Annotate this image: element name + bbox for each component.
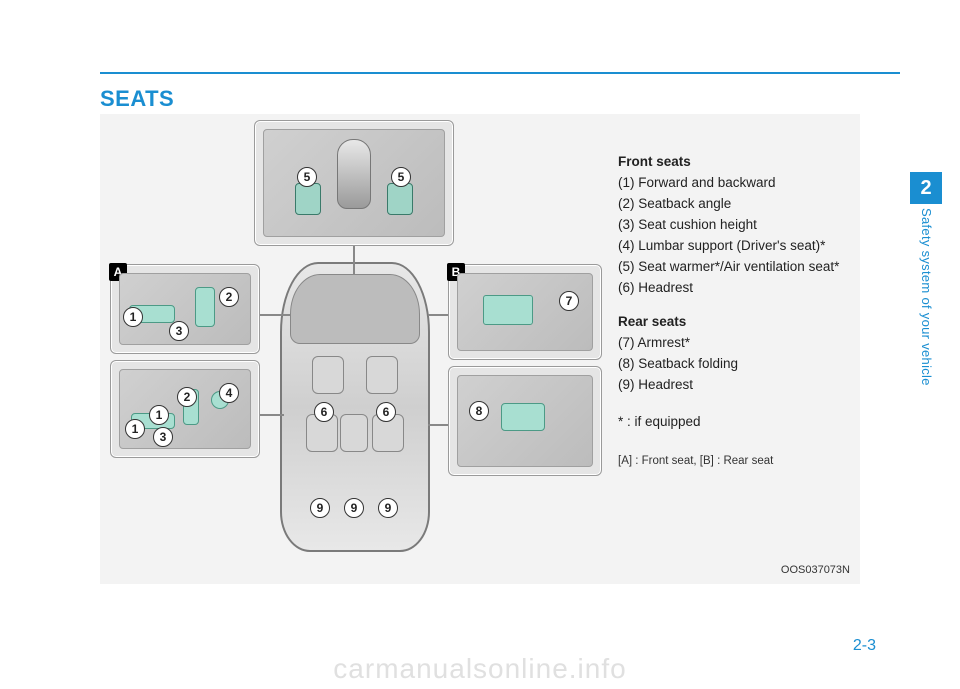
- fold-lever-icon: [501, 403, 545, 431]
- armrest-icon: [483, 295, 533, 325]
- front-seat-power-panel: 1 1 2 3 4: [110, 360, 260, 458]
- watermark: carmanualsonline.info: [333, 653, 626, 685]
- front-right-seat: [366, 356, 398, 394]
- chapter-tab: 2 Safety system of your vehicle: [910, 172, 942, 394]
- item-1: (1) Forward and backward: [618, 173, 858, 194]
- marker-4: 4: [219, 383, 239, 403]
- marker-7: 7: [559, 291, 579, 311]
- section-title: SEATS: [100, 86, 174, 112]
- seatback-control-icon: [195, 287, 215, 327]
- rear-seats-heading: Rear seats: [618, 312, 858, 333]
- marker-1: 1: [149, 405, 169, 425]
- item-6: (6) Headrest: [618, 278, 858, 299]
- leader-line: [260, 414, 284, 416]
- figure-code: OOS037073N: [781, 564, 850, 576]
- equipped-note: * : if equipped: [618, 412, 858, 433]
- header-rule: [100, 72, 900, 74]
- item-2: (2) Seatback angle: [618, 194, 858, 215]
- item-3: (3) Seat cushion height: [618, 215, 858, 236]
- marker-3: 3: [169, 321, 189, 341]
- item-8: (8) Seatback folding: [618, 354, 858, 375]
- marker-9: 9: [344, 498, 364, 518]
- page-number: 2-3: [853, 637, 876, 655]
- marker-2: 2: [177, 387, 197, 407]
- leader-line: [260, 314, 290, 316]
- item-5: (5) Seat warmer*/Air ventilation seat*: [618, 257, 858, 278]
- marker-2: 2: [219, 287, 239, 307]
- chapter-label: Safety system of your vehicle: [910, 208, 942, 394]
- item-4: (4) Lumbar support (Driver's seat)*: [618, 236, 858, 257]
- marker-6: 6: [314, 402, 334, 422]
- chapter-number: 2: [910, 172, 942, 204]
- marker-6: 6: [376, 402, 396, 422]
- front-seat-manual-panel: A 1 2 3: [110, 264, 260, 354]
- leader-line: [428, 424, 450, 426]
- marker-5: 5: [297, 167, 317, 187]
- seat-warmer-left-icon: [295, 183, 321, 215]
- front-left-seat: [312, 356, 344, 394]
- marker-1: 1: [123, 307, 143, 327]
- item-9: (9) Headrest: [618, 375, 858, 396]
- leader-line: [428, 314, 450, 316]
- rear-armrest-panel: B 7: [448, 264, 602, 360]
- description-column: Front seats (1) Forward and backward (2)…: [618, 152, 858, 471]
- marker-9: 9: [310, 498, 330, 518]
- marker-5: 5: [391, 167, 411, 187]
- marker-8: 8: [469, 401, 489, 421]
- leader-line: [353, 244, 355, 274]
- manual-page: SEATS 5 5: [0, 0, 960, 689]
- marker-9: 9: [378, 498, 398, 518]
- figure-legend: [A] : Front seat, [B] : Rear seat: [618, 453, 858, 471]
- gear-knob-icon: [337, 139, 371, 209]
- front-seats-heading: Front seats: [618, 152, 858, 173]
- marker-1: 1: [125, 419, 145, 439]
- shifter-panel: 5 5: [254, 120, 454, 246]
- item-7: (7) Armrest*: [618, 333, 858, 354]
- marker-3: 3: [153, 427, 173, 447]
- seat-warmer-right-icon: [387, 183, 413, 215]
- seatback-fold-panel: 8: [448, 366, 602, 476]
- vehicle-windshield: [290, 274, 420, 344]
- rear-middle-seat: [340, 414, 368, 452]
